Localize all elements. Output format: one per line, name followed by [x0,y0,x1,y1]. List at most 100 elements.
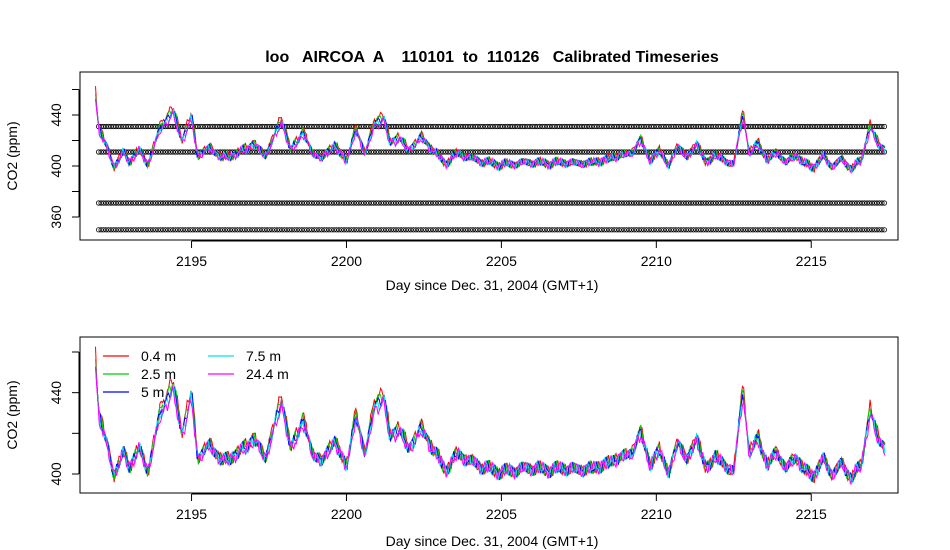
reference-point [343,123,350,130]
reference-point [745,227,751,233]
reference-point [780,123,786,130]
reference-point [353,200,359,206]
reference-point [274,149,280,155]
reference-point [792,123,798,130]
reference-point [160,227,166,233]
top-y-axis: 360 400 440 [48,89,80,229]
reference-point [346,200,352,206]
reference-point [638,149,645,155]
reference-point [103,200,109,206]
reference-point [105,227,112,233]
reference-point [646,200,652,206]
reference-point [851,123,858,130]
reference-point [413,149,419,155]
reference-point [579,200,585,206]
reference-point [172,200,178,206]
reference-point [589,123,595,130]
reference-point [609,149,615,155]
reference-point [497,123,503,130]
reference-point [338,123,345,130]
reference-point [596,227,602,233]
reference-point [609,123,615,130]
reference-point [673,200,679,206]
reference-point [368,149,374,155]
reference-point [148,123,154,130]
reference-point [212,200,218,206]
reference-point [809,227,816,233]
reference-point [187,149,193,155]
reference-point [423,200,429,206]
reference-point [462,123,469,130]
reference-point [135,227,141,233]
reference-point [715,123,721,130]
reference-point [336,123,342,130]
reference-point [150,227,156,233]
reference-point [143,123,149,130]
reference-point [393,149,399,155]
reference-point [395,200,402,206]
reference-point [671,200,677,206]
reference-point [685,227,692,233]
reference-point [182,227,188,233]
reference-point [586,227,593,233]
reference-point [728,227,734,233]
reference-point [668,200,674,206]
x-tick-label: 2200 [331,506,362,522]
reference-point [457,123,464,130]
reference-point [467,123,473,130]
reference-point [693,149,699,155]
reference-point [100,227,107,233]
reference-point [643,227,650,233]
reference-point [455,123,461,130]
reference-point [673,227,679,233]
reference-point [492,149,498,155]
reference-point [108,200,114,206]
reference-point [599,200,605,206]
reference-point [252,200,258,206]
reference-point [604,149,610,155]
reference-point [532,227,538,233]
reference-point [266,200,273,206]
reference-point [643,123,650,130]
bottom-panel: 2195 2200 2205 2210 2215 400 440 Day since De… [4,336,899,549]
reference-point [376,149,382,155]
reference-point [323,227,330,233]
reference-point [812,149,818,155]
reference-point [445,123,451,130]
reference-point [594,123,600,130]
reference-point [638,123,645,130]
reference-point [373,200,379,206]
reference-point [539,227,545,233]
bottom-x-axis: 2195 2200 2205 2210 2215 [176,493,827,522]
reference-point [348,227,354,233]
reference-point [812,123,818,130]
reference-point [259,123,265,130]
reference-point [581,123,588,130]
reference-point [812,227,818,233]
reference-point [695,200,702,206]
reference-point [309,227,315,233]
reference-point [438,123,444,130]
reference-point [428,200,434,206]
reference-point [418,123,424,130]
reference-point [363,123,369,130]
reference-point [628,123,635,130]
reference-point [202,200,208,206]
reference-point [361,123,367,130]
reference-point [485,227,491,233]
reference-point [544,227,550,233]
reference-point [549,200,555,206]
reference-point [817,149,823,155]
reference-point [269,200,275,206]
reference-point [626,200,632,206]
reference-point [420,200,426,206]
reference-point [239,200,245,206]
reference-point [604,227,610,233]
reference-point [839,200,845,206]
reference-point [433,123,439,130]
reference-point [552,123,558,130]
reference-point [780,149,786,155]
reference-point [413,200,419,206]
reference-point [797,227,803,233]
y-tick-label: 440 [48,103,64,127]
